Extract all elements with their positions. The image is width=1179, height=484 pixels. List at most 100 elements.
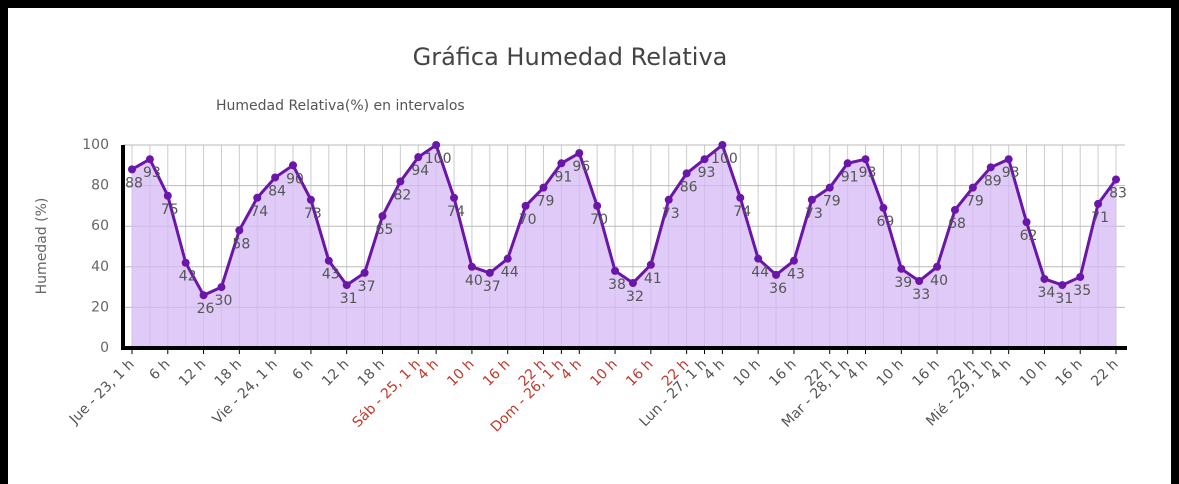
x-tick-label: Vie - 24, 1 h	[210, 356, 281, 427]
data-label: 70	[519, 212, 537, 228]
point	[950, 205, 959, 214]
point	[217, 283, 226, 292]
data-label: 93	[859, 165, 877, 181]
line	[131, 142, 1118, 298]
data-label: 58	[232, 236, 250, 252]
y-axis-label: Humedad (%)	[34, 198, 50, 295]
point	[611, 266, 620, 275]
point	[628, 279, 637, 288]
data-label: 43	[322, 267, 340, 283]
data-label: 74	[733, 204, 751, 220]
point	[271, 173, 280, 182]
data-label: 70	[590, 212, 608, 228]
x-tick-label: 12 h	[176, 356, 209, 389]
data-label: 88	[125, 175, 143, 191]
point	[557, 159, 566, 168]
point	[879, 203, 888, 212]
y-tick-label: 100	[82, 137, 109, 153]
data-label: 73	[304, 206, 322, 222]
x-tick-label: 22 h	[1088, 356, 1121, 389]
data-label: 31	[1055, 291, 1073, 307]
y-tick-label: 0	[100, 340, 109, 356]
data-label: 89	[984, 173, 1002, 189]
x-tick-label: 10 h	[874, 356, 907, 389]
data-label: 86	[680, 179, 698, 195]
chart-subtitle: Humedad Relativa(%) en intervalos	[216, 98, 465, 114]
point	[825, 183, 834, 192]
point	[163, 191, 172, 200]
point	[396, 177, 405, 186]
data-label: 31	[340, 291, 358, 307]
data-label: 93	[143, 165, 161, 181]
y-tick-label: 80	[91, 178, 109, 194]
point	[575, 149, 584, 158]
data-label: 100	[425, 151, 452, 167]
point	[807, 195, 816, 204]
point	[772, 270, 781, 279]
point	[1040, 274, 1049, 283]
data-label: 94	[411, 163, 429, 179]
point	[1058, 281, 1067, 290]
point	[503, 254, 512, 263]
point	[897, 264, 906, 273]
point	[682, 169, 691, 178]
data-label: 79	[823, 194, 841, 210]
point	[646, 260, 655, 269]
point	[593, 201, 602, 210]
data-label: 75	[161, 202, 179, 218]
x-tick-label: 16 h	[766, 356, 799, 389]
x-tick-label: 10 h	[731, 356, 764, 389]
point	[1076, 272, 1085, 281]
data-label: 36	[769, 281, 787, 297]
point	[432, 141, 441, 149]
data-label: 37	[483, 279, 501, 295]
data-label: 82	[393, 188, 411, 204]
point	[915, 277, 924, 286]
point	[414, 153, 423, 162]
point	[789, 256, 798, 265]
data-label: 43	[787, 267, 805, 283]
x-tick-label: 4 h	[701, 356, 728, 383]
point	[1022, 218, 1031, 227]
data-label: 62	[1020, 228, 1038, 244]
point	[485, 268, 494, 277]
point	[1004, 155, 1013, 164]
data-label: 74	[250, 204, 268, 220]
x-tick-label: 10 h	[1017, 356, 1050, 389]
point	[467, 262, 476, 271]
point	[181, 258, 190, 267]
chart-title: Gráfica Humedad Relativa	[413, 43, 728, 71]
point	[342, 281, 351, 290]
point	[968, 183, 977, 192]
point	[986, 163, 995, 172]
x-tick-label: 6 h	[146, 356, 173, 383]
data-label: 91	[841, 169, 859, 185]
x-tick-label: 16 h	[480, 356, 513, 389]
y-tick-label: 20	[91, 299, 109, 315]
data-label: 96	[572, 159, 590, 175]
point	[700, 155, 709, 164]
data-label: 68	[948, 216, 966, 232]
x-tick-label: 4 h	[987, 356, 1014, 383]
x-tick-label: 4 h	[415, 356, 442, 383]
data-label: 65	[376, 222, 394, 238]
x-tick-label: 12 h	[319, 356, 352, 389]
point	[754, 254, 763, 263]
data-label: 84	[268, 183, 286, 199]
point	[861, 155, 870, 164]
x-tick-label: 4 h	[844, 356, 871, 383]
data-label: 73	[662, 206, 680, 222]
x-tick-label: 16 h	[1053, 356, 1086, 389]
x-tick-label: 16 h	[623, 356, 656, 389]
point	[360, 268, 369, 277]
data-label: 71	[1091, 210, 1109, 226]
data-label: 93	[698, 165, 716, 181]
data-label: 100	[711, 151, 738, 167]
data-label: 83	[1109, 186, 1127, 202]
data-label: 90	[286, 171, 304, 187]
point	[736, 193, 745, 202]
point	[933, 262, 942, 271]
y-tick-label: 40	[91, 259, 109, 275]
data-label: 34	[1038, 285, 1056, 301]
